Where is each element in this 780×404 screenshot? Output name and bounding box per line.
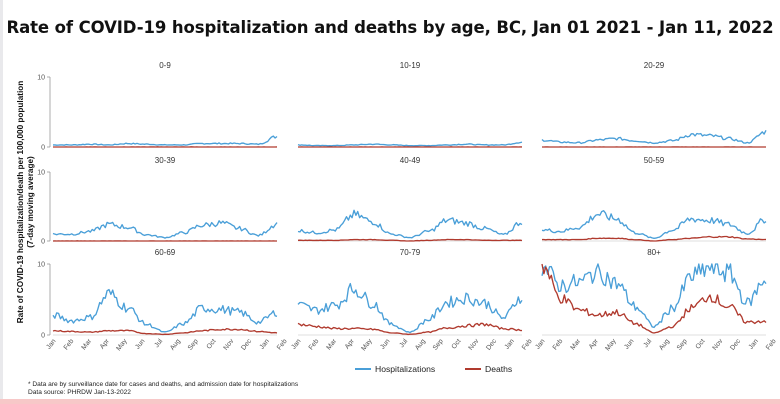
x-tick-label: Feb: [308, 338, 321, 352]
x-tick-label: Dec: [729, 337, 742, 351]
x-tick-label: Jul: [642, 338, 653, 350]
panel-label-10-19: 10-19: [400, 61, 421, 70]
panel-label-70-79: 70-79: [400, 248, 421, 257]
y-tick-label: 0: [41, 145, 45, 152]
x-tick-label: Feb: [276, 338, 289, 352]
series-line-hospitalizations-70-79: [297, 282, 523, 334]
x-tick-label: Oct: [451, 338, 463, 351]
x-tick-label: Feb: [521, 338, 534, 352]
panel-label-20-29: 20-29: [644, 61, 665, 70]
x-tick-label: Sep: [676, 338, 689, 352]
footnote-source: Data source: PHRDW Jan-13-2022: [28, 389, 131, 396]
x-tick-label: Nov: [711, 337, 724, 351]
x-tick-label: Jan: [259, 338, 271, 351]
series-line-deaths-70-79: [297, 322, 523, 336]
footnote-line: * Data are by surveillance date for case…: [28, 381, 299, 388]
y-axis-title-line2: (7-day moving average): [26, 156, 35, 248]
series-line-hospitalizations-0-9: [53, 135, 278, 146]
x-tick-label: Feb: [765, 338, 778, 352]
x-tick-label: Dec: [485, 337, 498, 351]
panel-label-0-9: 0-9: [159, 61, 171, 70]
series-line-hospitalizations-10-19: [297, 141, 523, 147]
x-tick-label: Jun: [623, 338, 635, 351]
x-tick-label: Feb: [552, 338, 565, 352]
x-tick-label: Aug: [658, 338, 671, 352]
footnotes: * Data are by surveillance date for case…: [28, 381, 298, 397]
x-tick-label: Jan: [45, 338, 57, 351]
x-tick-label: Nov: [467, 337, 480, 351]
series-line-deaths-40-49: [297, 238, 523, 242]
x-tick-label: Jul: [153, 338, 164, 350]
x-tick-label: Apr: [99, 337, 111, 350]
x-tick-label: Apr: [588, 337, 600, 350]
y-tick-label: 10: [37, 262, 45, 269]
series-line-hospitalizations-80+: [541, 263, 767, 329]
x-tick-label: Nov: [222, 337, 235, 351]
x-tick-label: Sep: [432, 338, 445, 352]
series-line-hospitalizations-30-39: [52, 220, 278, 239]
legend-label-hospitalizations: Hospitalizations: [375, 364, 435, 374]
series-line-deaths-60-69: [52, 328, 278, 336]
x-tick-label: Dec: [240, 337, 253, 351]
x-tick-label: Sep: [187, 338, 200, 352]
x-tick-label: Jan: [748, 338, 760, 351]
x-tick-label: Oct: [695, 338, 707, 351]
x-tick-label: Jun: [134, 338, 146, 351]
window-edge: [0, 0, 3, 404]
x-tick-label: May: [604, 337, 618, 352]
series-line-deaths-80+: [541, 263, 767, 334]
series-line-deaths-50-59: [542, 235, 767, 242]
x-tick-label: Jan: [534, 338, 546, 351]
series-line-hospitalizations-40-49: [297, 209, 523, 239]
panel-label-80+: 80+: [647, 248, 661, 257]
panel-label-40-49: 40-49: [400, 156, 421, 165]
x-tick-label: Mar: [80, 337, 93, 351]
x-tick-label: Jan: [504, 338, 516, 351]
series-line-hospitalizations-60-69: [52, 288, 278, 333]
y-tick-label: 10: [37, 75, 45, 82]
x-tick-label: Jan: [290, 338, 302, 351]
x-tick-label: Mar: [569, 337, 582, 351]
y-axis-title-line1: Rate of COVID-19 hospitalization/death p…: [16, 81, 25, 323]
legend-label-deaths: Deaths: [485, 364, 512, 374]
panel-label-50-59: 50-59: [644, 156, 665, 165]
x-tick-label: Aug: [169, 338, 182, 352]
x-tick-label: Jun: [379, 338, 391, 351]
series-line-hospitalizations-20-29: [541, 129, 767, 145]
chart-title: Rate of COVID-19 hospitalization and dea…: [6, 18, 774, 37]
panel-label-60-69: 60-69: [155, 248, 176, 257]
x-tick-label: May: [115, 337, 129, 352]
x-tick-label: Oct: [206, 338, 218, 351]
panel-label-30-39: 30-39: [155, 156, 176, 165]
x-tick-label: Jul: [398, 338, 409, 350]
series-line-hospitalizations-50-59: [541, 210, 767, 239]
x-tick-label: May: [360, 337, 374, 352]
y-tick-label: 10: [37, 170, 45, 177]
x-tick-label: Feb: [63, 338, 76, 352]
y-tick-label: 0: [41, 333, 45, 340]
y-tick-label: 0: [41, 239, 45, 246]
x-tick-label: Aug: [414, 338, 427, 352]
x-tick-label: Apr: [344, 337, 356, 350]
x-tick-label: Mar: [325, 337, 338, 351]
bottom-accent-line: [0, 399, 780, 404]
